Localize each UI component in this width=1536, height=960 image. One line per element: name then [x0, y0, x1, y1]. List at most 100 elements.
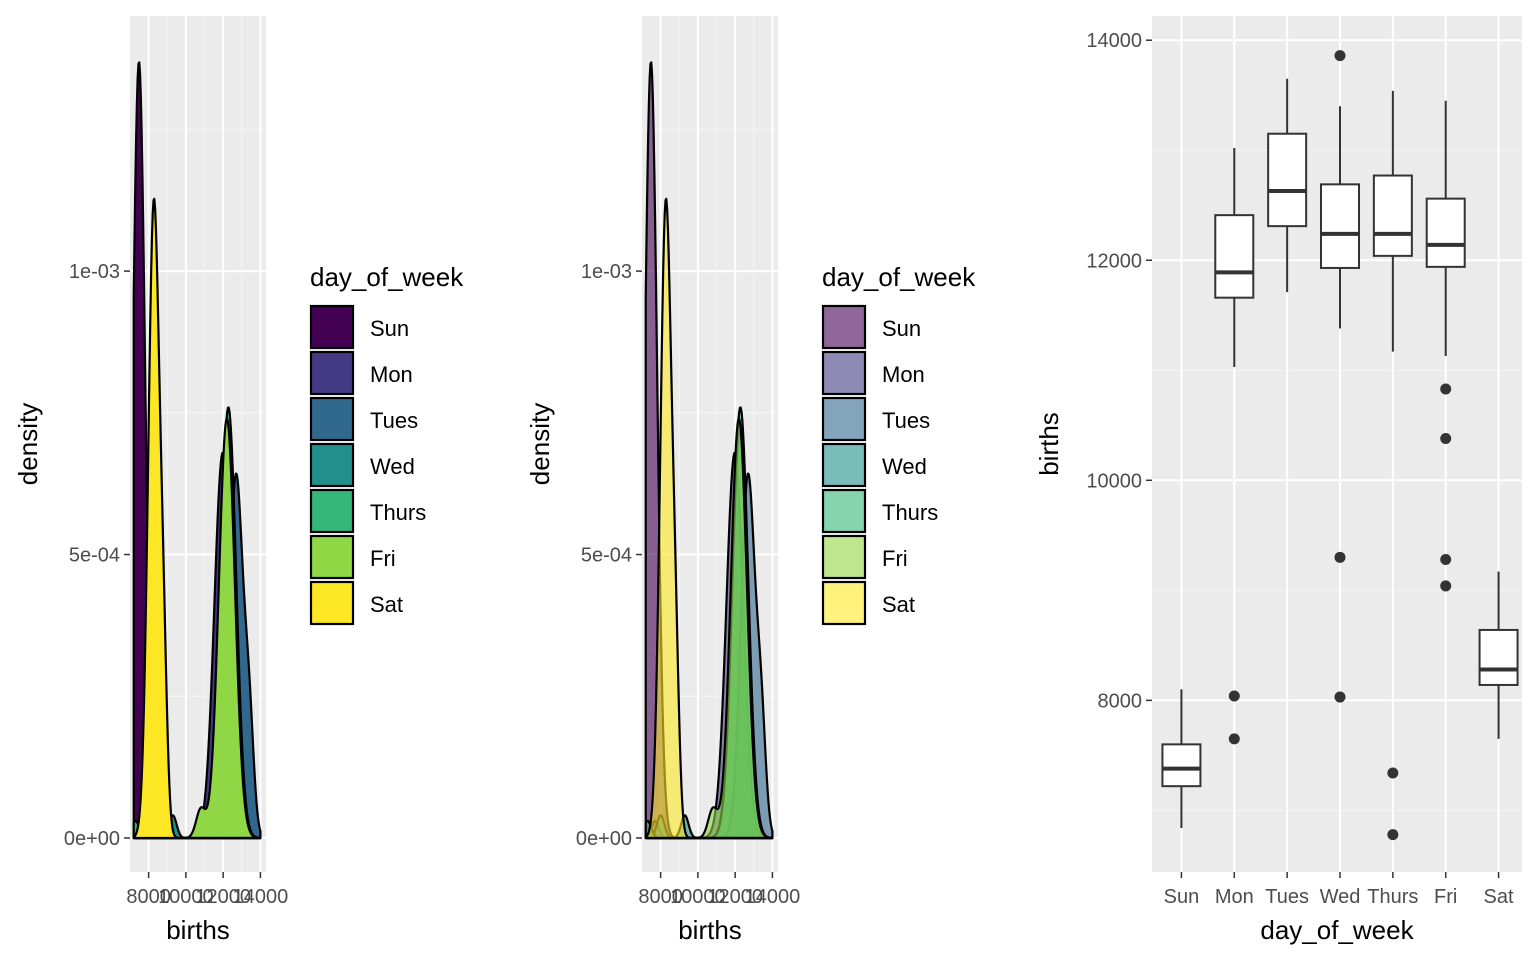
legend-label-mon: Mon: [882, 362, 925, 387]
density-area-sat: [644, 197, 774, 840]
y-axis-title: density: [13, 403, 43, 485]
legend-title: day_of_week: [822, 262, 976, 292]
legend-key-fri: [821, 534, 867, 580]
legend-label-sat: Sat: [882, 592, 915, 617]
outlier-point: [1440, 580, 1452, 592]
legend-key-sun: [309, 304, 355, 350]
legend-key-wed: [821, 442, 867, 488]
outlier-point: [1440, 554, 1452, 566]
legend-label-fri: Fri: [370, 546, 396, 571]
iqr-box: [1372, 174, 1413, 257]
iqr-box: [1320, 183, 1360, 269]
y-axis: 0e+00 5e-04 1e-03: [576, 261, 642, 850]
x-tick-label: 12000: [707, 886, 763, 908]
y-tick-label: 5e-04: [581, 545, 632, 567]
iqr-box: [1425, 197, 1466, 268]
x-tick-label: Thurs: [1367, 886, 1418, 908]
x-tick-label: Mon: [1215, 886, 1254, 908]
plot-background: [1152, 16, 1522, 872]
legend-label-tues: Tues: [370, 408, 418, 433]
y-tick-label: 0e+00: [64, 828, 120, 850]
y-axis-title: density: [525, 403, 555, 485]
legend: day_of_week Sun Mon Tues Wed Thurs Fri Sat: [309, 262, 464, 626]
legend-key-thurs: [821, 488, 867, 534]
legend-key-mon: [309, 350, 355, 396]
y-axis: 0e+00 5e-04 1e-03: [64, 261, 130, 850]
y-tick-label: 8000: [1098, 690, 1143, 712]
y-axis: 8000 10000 12000 14000: [1086, 30, 1152, 712]
outlier-point: [1387, 829, 1399, 841]
legend-key-mon: [821, 350, 867, 396]
box-sun: [1161, 689, 1202, 828]
y-axis-title: births: [1034, 412, 1064, 476]
legend-label-wed: Wed: [370, 454, 415, 479]
legend-title: day_of_week: [310, 262, 464, 292]
outlier-point: [1228, 733, 1240, 745]
legend-key-sat: [309, 580, 355, 626]
x-axis-title: day_of_week: [1260, 915, 1414, 945]
x-tick-label: 8000: [126, 886, 171, 908]
outlier-point: [1440, 383, 1452, 395]
outlier-point: [1440, 432, 1452, 444]
x-tick-label: Tues: [1265, 886, 1309, 908]
y-tick-label: 0e+00: [576, 828, 632, 850]
box-fri: [1425, 100, 1466, 592]
legend-key-fri: [309, 534, 355, 580]
legend-label-mon: Mon: [370, 362, 413, 387]
density-areas: [132, 61, 262, 840]
legend-label-fri: Fri: [882, 546, 908, 571]
x-axis: Sun Mon Tues Wed Thurs Fri Sat: [1164, 872, 1514, 908]
iqr-box: [1267, 132, 1308, 228]
x-tick-label: 10000: [158, 886, 214, 908]
density-areas: [644, 61, 774, 840]
box-thurs: [1372, 90, 1413, 841]
iqr-box: [1214, 214, 1255, 299]
outlier-point: [1334, 50, 1346, 62]
outlier-point: [1334, 551, 1346, 563]
y-tick-label: 10000: [1086, 470, 1142, 492]
x-tick-label: 14000: [745, 886, 801, 908]
legend: day_of_week Sun Mon Tues Wed Thurs Fri Sat: [821, 262, 976, 626]
x-tick-label: Wed: [1320, 886, 1361, 908]
y-tick-label: 1e-03: [69, 261, 120, 283]
legend-label-thurs: Thurs: [882, 500, 938, 525]
legend-key-wed: [309, 442, 355, 488]
boxplot-chart: 8000 10000 12000 14000 Sun Mon Tues Wed Thurs Fr…: [1034, 16, 1522, 945]
x-tick-label: 10000: [670, 886, 726, 908]
y-tick-label: 5e-04: [69, 545, 120, 567]
legend-label-tues: Tues: [882, 408, 930, 433]
legend-key-thurs: [309, 488, 355, 534]
x-tick-label: 12000: [195, 886, 251, 908]
legend-label-thurs: Thurs: [370, 500, 426, 525]
legend-key-tues: [821, 396, 867, 442]
y-tick-label: 1e-03: [581, 261, 632, 283]
y-tick-label: 14000: [1086, 30, 1142, 52]
boxes: [1161, 50, 1519, 841]
x-tick-label: Fri: [1434, 886, 1457, 908]
y-tick-label: 12000: [1086, 250, 1142, 272]
legend-label-wed: Wed: [882, 454, 927, 479]
legend-key-sat: [821, 580, 867, 626]
x-tick-label: Sun: [1164, 886, 1200, 908]
x-axis-title: births: [678, 915, 742, 945]
legend-key-tues: [309, 396, 355, 442]
box-wed: [1320, 50, 1360, 703]
legend-label-sat: Sat: [370, 592, 403, 617]
box-tues: [1267, 78, 1308, 293]
legend-key-sun: [821, 304, 867, 350]
x-tick-label: 14000: [233, 886, 289, 908]
x-tick-label: Sat: [1484, 886, 1514, 908]
box-sat: [1478, 571, 1519, 739]
outlier-point: [1334, 691, 1346, 703]
outlier-point: [1228, 690, 1240, 702]
density-area-sat: [132, 197, 262, 840]
box-mon: [1214, 148, 1255, 745]
iqr-box: [1161, 743, 1202, 788]
outlier-point: [1387, 767, 1399, 779]
x-tick-label: 8000: [638, 886, 683, 908]
